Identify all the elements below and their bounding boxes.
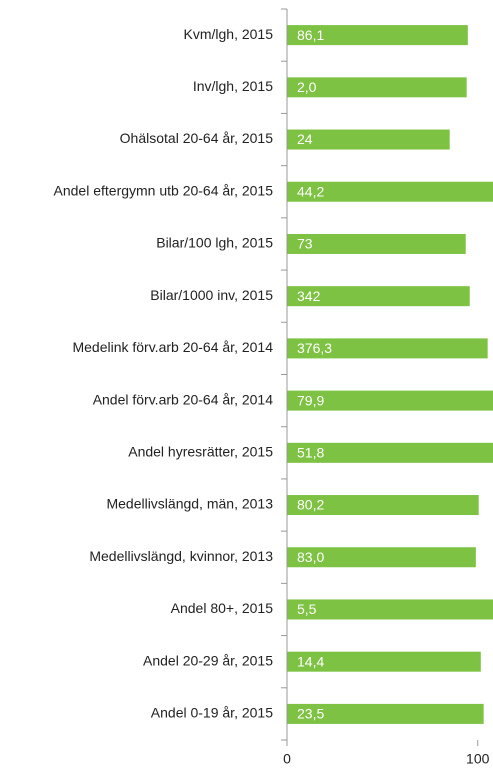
y-tick-label: Medelink förv.arb 20-64 år, 2014	[72, 339, 273, 355]
bar-label: 73	[297, 236, 313, 252]
y-tick-label: Bilar/100 lgh, 2015	[156, 235, 273, 251]
bar-label: 2,0	[297, 79, 317, 95]
y-tick-label: Kvm/lgh, 2015	[184, 26, 274, 42]
y-tick-label: Inv/lgh, 2015	[193, 78, 273, 94]
bar-label: 83,0	[297, 549, 324, 565]
y-tick-label: Andel förv.arb 20-64 år, 2014	[93, 391, 274, 407]
bar-label: 86,1	[297, 27, 324, 43]
bar	[287, 233, 466, 254]
x-tick-label: 0	[283, 751, 291, 767]
y-tick-label: Andel eftergymn utb 20-64 år, 2015	[54, 182, 274, 198]
bar-label: 44,2	[297, 183, 324, 199]
bar-label: 51,8	[297, 445, 324, 461]
bar-label: 14,4	[297, 653, 324, 669]
bar	[287, 286, 470, 307]
bar-label: 80,2	[297, 497, 324, 513]
bar-label: 79,9	[297, 392, 324, 408]
bar	[287, 651, 481, 672]
y-tick-label: Andel hyresrätter, 2015	[128, 444, 273, 460]
bar	[287, 390, 493, 411]
y-tick-label: Medellivslängd, män, 2013	[106, 496, 273, 512]
y-tick-label: Bilar/1000 inv, 2015	[150, 287, 273, 303]
bar-label: 24	[297, 131, 313, 147]
bar-label: 5,5	[297, 601, 317, 617]
bar	[287, 703, 484, 724]
bar	[287, 495, 479, 516]
bar-label: 342	[297, 288, 321, 304]
bar	[287, 181, 493, 202]
bar-label: 376,3	[297, 340, 332, 356]
bar	[287, 547, 476, 568]
bar	[287, 129, 450, 150]
x-tick-label: 100	[466, 751, 490, 767]
y-tick-label: Andel 80+, 2015	[171, 600, 274, 616]
bar-label: 23,5	[297, 706, 324, 722]
y-tick-label: Andel 0-19 år, 2015	[151, 705, 273, 721]
bar	[287, 599, 493, 620]
y-tick-label: Ohälsotal 20-64 år, 2015	[120, 130, 274, 146]
y-tick-label: Andel 20-29 år, 2015	[143, 652, 273, 668]
y-tick-label: Medellivslängd, kvinnor, 2013	[89, 548, 273, 564]
bar	[287, 25, 468, 46]
bar	[287, 442, 493, 463]
bar	[287, 338, 488, 359]
bar	[287, 77, 467, 98]
plot-area	[287, 25, 493, 724]
